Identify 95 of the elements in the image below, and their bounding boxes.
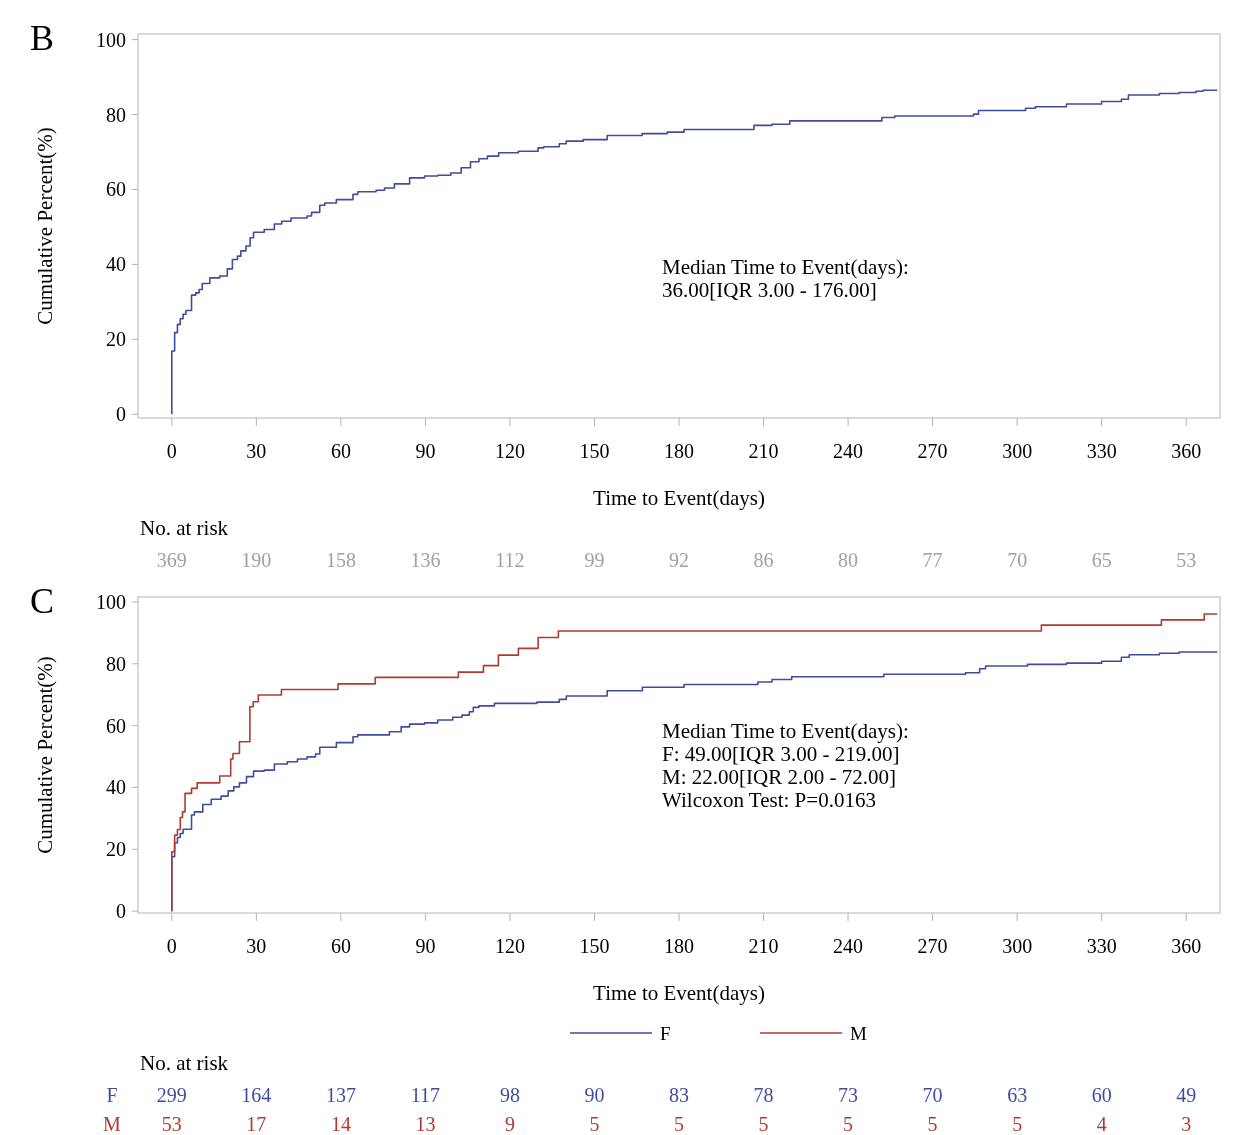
y-tick-label: 100 xyxy=(96,28,126,51)
annotation: F: 49.00[IQR 3.00 - 219.00] xyxy=(662,742,900,766)
x-tick-label: 360 xyxy=(1171,440,1202,462)
annotation: M: 22.00[IQR 2.00 - 72.00] xyxy=(662,765,896,789)
x-tick-label: 120 xyxy=(494,440,525,462)
text: 53 xyxy=(161,1113,182,1135)
text: F xyxy=(106,1084,118,1106)
x-tick-label: 30 xyxy=(246,935,267,957)
y-tick-label: 60 xyxy=(106,714,126,737)
annotation: Wilcoxon Test: P=0.0163 xyxy=(662,788,876,812)
text: 17 xyxy=(246,1113,267,1135)
text: 164 xyxy=(241,1084,272,1106)
x-tick-label: 150 xyxy=(579,935,610,957)
text: 136 xyxy=(410,549,441,571)
x-tick-label: 90 xyxy=(415,935,436,957)
text: 90 xyxy=(584,1084,605,1106)
text: 92 xyxy=(669,549,689,571)
text: 70 xyxy=(1007,549,1028,571)
x-tick-label: 60 xyxy=(330,440,351,462)
annotation: 36.00[IQR 3.00 - 176.00] xyxy=(662,278,877,302)
chart-title: B xyxy=(30,18,55,58)
x-tick-label: 180 xyxy=(664,935,694,957)
text: 137 xyxy=(325,1084,356,1106)
text: 5 xyxy=(674,1113,684,1135)
x-tick-label: 330 xyxy=(1086,440,1117,462)
text: No. at risk xyxy=(140,1051,229,1075)
x-tick-label: 150 xyxy=(579,440,610,462)
x-tick-label: 60 xyxy=(330,935,351,957)
x-tick-label: 0 xyxy=(166,440,177,462)
chart-title: C xyxy=(30,581,55,621)
text: 112 xyxy=(495,549,525,571)
text: 80 xyxy=(838,549,859,571)
x-tick-label: 0 xyxy=(166,935,177,957)
x-tick-label: 210 xyxy=(748,440,779,462)
text: 77 xyxy=(922,549,943,571)
text: 5 xyxy=(1012,1113,1023,1135)
text: 73 xyxy=(838,1084,859,1106)
x-tick-label: 300 xyxy=(1002,440,1033,462)
x-tick-label: 240 xyxy=(833,440,864,462)
y-tick-label: 40 xyxy=(106,776,126,799)
legend-label: F xyxy=(660,1022,671,1044)
x-tick-label: 30 xyxy=(246,440,267,462)
legend-label: M xyxy=(850,1022,867,1044)
x-axis-title: Time to Event(days) xyxy=(593,486,765,510)
text: 117 xyxy=(410,1084,441,1106)
text: 369 xyxy=(156,549,187,571)
text: 13 xyxy=(415,1113,436,1135)
y-axis-title: Cumulative Percent(%) xyxy=(33,127,57,325)
x-axis-title: Time to Event(days) xyxy=(593,981,765,1005)
x-tick-label: 240 xyxy=(833,935,864,957)
y-tick-label: 100 xyxy=(96,590,126,613)
text: 60 xyxy=(1091,1084,1112,1106)
x-tick-label: 180 xyxy=(664,440,694,462)
text: 86 xyxy=(753,549,774,571)
text: 14 xyxy=(330,1113,351,1135)
y-tick-label: 0 xyxy=(116,900,126,923)
x-tick-label: 330 xyxy=(1086,935,1117,957)
text: 49 xyxy=(1176,1084,1197,1106)
text: 299 xyxy=(156,1084,187,1106)
text: 5 xyxy=(589,1113,600,1135)
x-tick-label: 360 xyxy=(1171,935,1202,957)
x-tick-label: 120 xyxy=(494,935,525,957)
x-tick-label: 270 xyxy=(917,440,948,462)
annotation: Median Time to Event(days): xyxy=(662,719,909,743)
text: No. at risk xyxy=(140,516,229,540)
text: 190 xyxy=(241,549,272,571)
text: 5 xyxy=(758,1113,769,1135)
text: 158 xyxy=(325,549,356,571)
text: 98 xyxy=(499,1084,520,1106)
y-tick-label: 0 xyxy=(116,403,126,426)
x-tick-label: 300 xyxy=(1002,935,1033,957)
text: 78 xyxy=(753,1084,774,1106)
text: 83 xyxy=(669,1084,689,1106)
text: 63 xyxy=(1007,1084,1028,1106)
text: 5 xyxy=(843,1113,854,1135)
y-tick-label: 40 xyxy=(106,253,126,276)
text: 70 xyxy=(922,1084,943,1106)
text: 3 xyxy=(1181,1113,1192,1135)
x-tick-label: 210 xyxy=(748,935,779,957)
y-tick-label: 20 xyxy=(106,328,126,351)
text: 53 xyxy=(1176,549,1197,571)
text: 4 xyxy=(1096,1113,1107,1135)
text: M xyxy=(103,1113,121,1135)
x-tick-label: 270 xyxy=(917,935,948,957)
text: 9 xyxy=(504,1113,515,1135)
y-axis-title: Cumulative Percent(%) xyxy=(33,656,57,854)
text: 99 xyxy=(584,549,605,571)
annotation: Median Time to Event(days): xyxy=(662,255,909,279)
y-tick-label: 80 xyxy=(106,103,126,126)
text: 65 xyxy=(1091,549,1112,571)
y-tick-label: 60 xyxy=(106,178,126,201)
x-tick-label: 90 xyxy=(415,440,436,462)
text: 5 xyxy=(927,1113,938,1135)
y-tick-label: 80 xyxy=(106,652,126,675)
y-tick-label: 20 xyxy=(106,838,126,861)
